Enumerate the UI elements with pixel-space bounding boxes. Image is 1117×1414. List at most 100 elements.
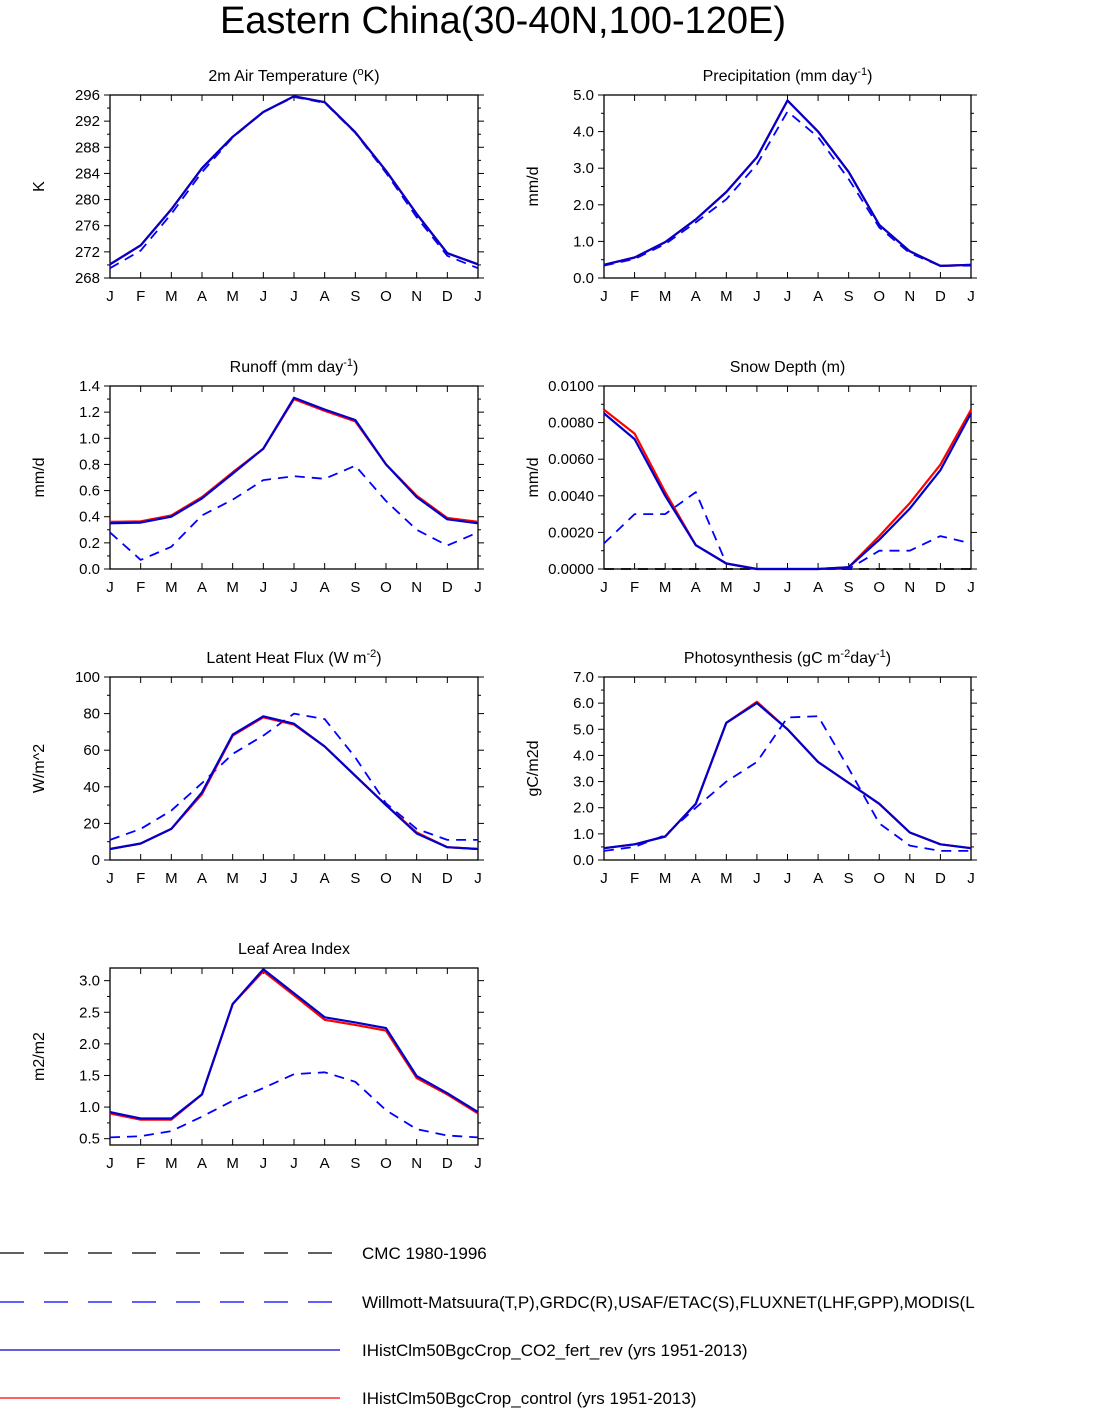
y-tick-label: 3.0 [573,160,594,177]
x-tick-label: J [753,288,761,305]
y-tick-label: 100 [75,669,100,686]
y-tick-label: 0.0100 [548,378,594,395]
y-tick-label: 7.0 [573,669,594,686]
series-line [603,715,971,852]
x-tick-label: M [226,579,239,596]
series-line [109,95,479,266]
x-tick-label: F [630,870,639,887]
x-tick-label: J [106,288,114,305]
x-tick-label: N [904,288,915,305]
x-tick-label: D [935,579,946,596]
y-tick-label: 4.0 [573,124,594,141]
x-tick-label: A [320,579,330,596]
y-tick-label: 0.2 [79,535,100,552]
x-tick-label: A [691,579,701,596]
x-tick-label: J [474,1155,482,1172]
panel-title-text: Runoff (mm day [230,359,344,376]
legend-label: Willmott-Matsuura(T,P),GRDC(R),USAF/ETAC… [362,1293,975,1312]
x-tick-label: J [753,870,761,887]
x-tick-label: M [226,1155,239,1172]
x-tick-label: J [600,579,608,596]
series-line [603,491,972,570]
x-tick-label: S [350,579,360,596]
figure-title: Eastern China(30-40N,100-120E) [220,0,786,42]
series-line [603,412,972,571]
y-tick-label: 0.0 [573,852,594,869]
y-tick-label: 1.0 [79,1099,100,1116]
x-tick-label: S [350,870,360,887]
panel-title-sup: -2 [366,648,376,660]
panel-title-text: Leaf Area Index [238,941,350,958]
series-line [109,715,479,851]
panel-title-text-end: ) [353,359,358,376]
y-tick-label: 20 [83,815,100,832]
x-tick-label: D [442,870,453,887]
x-tick-label: F [136,579,145,596]
y-tick-label: 0.0 [79,561,100,578]
x-tick-label: A [813,579,823,596]
series-line [603,99,972,267]
y-tick-label: 1.0 [573,233,594,250]
x-tick-label: N [411,288,422,305]
x-tick-label: J [474,870,482,887]
x-tick-label: S [844,288,854,305]
legend-item: Willmott-Matsuura(T,P),GRDC(R),USAF/ETAC… [0,1293,975,1312]
series-line [109,970,479,1121]
series-line [603,701,972,850]
y-tick-label: 0.8 [79,456,100,473]
plot-frame [109,94,479,279]
x-tick-label: J [474,288,482,305]
x-tick-label: S [350,1155,360,1172]
y-axis-label: mm/d [525,167,542,207]
plot-frame [109,385,479,570]
x-tick-label: O [873,870,885,887]
x-tick-label: N [411,579,422,596]
x-tick-label: J [967,288,975,305]
x-tick-label: J [600,870,608,887]
x-tick-label: M [165,288,178,305]
panel-title-text-end: K) [364,68,380,85]
x-tick-label: A [813,288,823,305]
x-tick-label: J [784,288,792,305]
x-tick-label: J [290,870,298,887]
x-tick-label: D [442,579,453,596]
legend-label: CMC 1980-1996 [362,1244,487,1263]
chart-panel: Precipitation (mm day-1) J F M A M J J A S O N D J 0.0… [525,66,977,305]
panel-title: Runoff (mm day-1) [230,357,359,376]
y-axis-label: m2/m2 [31,1032,48,1081]
x-tick-label: J [260,870,268,887]
y-tick-label: 2.5 [79,1004,100,1021]
panel-title-sup: -1 [343,357,353,369]
y-tick-label: 0.6 [79,483,100,500]
x-tick-label: S [844,579,854,596]
x-tick-label: M [659,579,672,596]
y-tick-label: 1.4 [79,378,100,395]
plot-frame [603,385,972,570]
x-tick-label: O [380,870,392,887]
y-tick-label: 2.0 [573,197,594,214]
x-tick-label: A [691,288,701,305]
x-tick-label: O [380,288,392,305]
x-tick-label: F [136,288,145,305]
chart-panel: Photosynthesis (gC m-2day-1) J F M A M J J A S O N D… [525,648,977,887]
series-line [603,110,972,267]
y-tick-label: 0.0 [573,270,594,287]
chart-panel: Leaf Area Index J F M A M J J A S O N D J 0.5 1.0 1.5 2.0… [31,941,484,1172]
x-tick-label: J [106,870,114,887]
x-tick-label: F [136,1155,145,1172]
series-line [109,398,479,523]
x-tick-label: D [442,288,453,305]
x-tick-label: O [380,579,392,596]
panel-title-text-end: ) [867,68,872,85]
x-tick-label: M [165,1155,178,1172]
series-line [109,712,478,841]
y-tick-label: 5.0 [573,87,594,104]
x-tick-label: A [320,870,330,887]
x-tick-label: M [226,288,239,305]
panel-title: Snow Depth (m) [730,359,846,376]
y-tick-label: 80 [83,706,100,723]
y-tick-label: 288 [75,139,100,156]
legend-label: IHistClm50BgcCrop_control (yrs 1951-2013… [362,1389,696,1408]
y-tick-label: 0.4 [79,509,100,526]
y-tick-label: 280 [75,192,100,209]
